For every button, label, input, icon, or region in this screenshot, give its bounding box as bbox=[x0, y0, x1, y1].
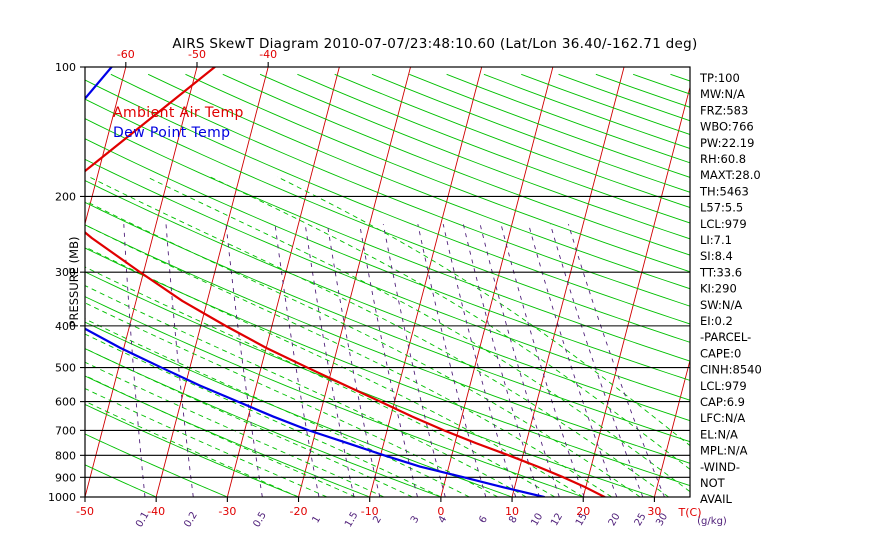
pressure-tick-label: 400 bbox=[55, 320, 76, 333]
parameter-item: -PARCEL- bbox=[700, 330, 751, 344]
mixing-ratio-tick-label: 1 bbox=[310, 514, 323, 525]
parameter-item: RH:60.8 bbox=[700, 152, 746, 166]
parameter-item: LFC:N/A bbox=[700, 411, 745, 425]
parameter-item: -WIND- bbox=[700, 460, 740, 474]
parameter-item: MPL:N/A bbox=[700, 444, 748, 458]
mixing-ratio-tick-label: 3 bbox=[409, 514, 422, 525]
pressure-tick-label: 200 bbox=[55, 190, 76, 203]
mixing-ratio-lines bbox=[123, 224, 665, 497]
dew-point-curve bbox=[85, 67, 546, 497]
bottom-temperature-tick-labels: -50 -40 -30 -20 -10 0 10 20 30 bbox=[76, 505, 661, 518]
chart-title: AIRS SkewT Diagram 2010-07-07/23:48:10.6… bbox=[172, 36, 697, 52]
mixing-ratio-tick-label: 12 bbox=[549, 511, 565, 528]
parameter-item: PW:22.19 bbox=[700, 136, 754, 150]
parameter-item: WBO:766 bbox=[700, 120, 754, 134]
mixing-ratio-axis-title: (g/kg) bbox=[697, 516, 727, 527]
bottom-temperature-tick-label: -40 bbox=[147, 505, 165, 518]
mixing-ratio-tick-label: 1.5 bbox=[343, 510, 360, 529]
mixing-ratio-tick-label: 8 bbox=[507, 514, 520, 525]
pressure-tick-label: 1000 bbox=[48, 491, 76, 504]
parameter-item: L57:5.5 bbox=[700, 201, 743, 215]
pressure-tick-label: 700 bbox=[55, 424, 76, 437]
mixing-ratio-tick-label: 0.5 bbox=[251, 510, 268, 529]
bottom-temperature-tick-label: 10 bbox=[505, 505, 519, 518]
parameter-item: FRZ:583 bbox=[700, 103, 748, 117]
legend-ambient-air-temp: Ambient Air Temp bbox=[113, 105, 244, 121]
parameter-item: TT:33.6 bbox=[699, 265, 742, 279]
bottom-temperature-tick-label: 20 bbox=[576, 505, 590, 518]
bottom-temperature-tick-label: -30 bbox=[218, 505, 236, 518]
pressure-tick-label: 500 bbox=[55, 362, 76, 375]
plot-frame bbox=[84, 66, 691, 498]
pressure-tick-label: 100 bbox=[55, 61, 76, 74]
parameter-item: MW:N/A bbox=[700, 87, 745, 101]
mixing-ratio-tick-label: 6 bbox=[477, 514, 490, 525]
pressure-tick-label: 300 bbox=[55, 266, 76, 279]
legend-dew-point-temp: Dew Point Temp bbox=[113, 125, 230, 141]
parameter-item: SI:8.4 bbox=[700, 249, 733, 263]
parameter-item: TP:100 bbox=[699, 71, 740, 85]
parameter-item: KI:290 bbox=[700, 282, 737, 296]
parameter-item: LCL:979 bbox=[700, 379, 747, 393]
bottom-temperature-tick-label: 0 bbox=[437, 505, 444, 518]
mixing-ratio-tick-label: 4 bbox=[437, 514, 450, 525]
top-temperature-tick-label: -40 bbox=[259, 48, 277, 61]
parameter-item: EL:N/A bbox=[700, 427, 738, 441]
ambient-temp-curve bbox=[85, 67, 606, 497]
moist-adiabat-lines bbox=[85, 176, 690, 497]
parameter-item: SW:N/A bbox=[700, 298, 742, 312]
top-temperature-tick-label: -60 bbox=[117, 48, 135, 61]
parameter-item: EI:0.2 bbox=[700, 314, 733, 328]
pressure-tick-label: 600 bbox=[55, 396, 76, 409]
bottom-temperature-tick-label: -20 bbox=[290, 505, 308, 518]
top-temperature-tick-labels: -60 -50 -40 bbox=[117, 48, 277, 61]
parameter-item: MAXT:28.0 bbox=[700, 168, 761, 182]
pressure-axis-title: PRESSURE (MB) bbox=[67, 237, 81, 328]
parameter-readout-panel: TP:100 MW:N/A FRZ:583 WBO:766 PW:22.19 RH:60.… bbox=[699, 71, 762, 506]
parameter-item: CINH:8540 bbox=[700, 363, 762, 377]
pressure-tick-label: 800 bbox=[55, 449, 76, 462]
mixing-ratio-tick-label: 25 bbox=[633, 511, 649, 528]
pressure-tick-label: 900 bbox=[55, 471, 76, 484]
pressure-tick-labels: 100 200 300 400 500 600 700 800 900 1000 bbox=[48, 61, 76, 504]
mixing-ratio-tick-label: 10 bbox=[529, 511, 545, 528]
mixing-ratio-tick-label: 2 bbox=[371, 514, 384, 525]
parameter-item: NOT bbox=[700, 476, 726, 490]
top-temperature-tick-label: -50 bbox=[188, 48, 206, 61]
parameter-item: CAP:6.9 bbox=[700, 395, 745, 409]
bottom-temperature-tick-label: -50 bbox=[76, 505, 94, 518]
parameter-item: LI:7.1 bbox=[700, 233, 732, 247]
mixing-ratio-tick-label: 20 bbox=[607, 511, 623, 528]
axis-ticks bbox=[80, 62, 655, 502]
parameter-item: TH:5463 bbox=[699, 184, 749, 198]
bottom-temperature-tick-label: -10 bbox=[361, 505, 379, 518]
temperature-axis-title: T(C) bbox=[678, 506, 702, 519]
parameter-item: CAPE:0 bbox=[700, 346, 741, 360]
parameter-item: AVAIL bbox=[700, 492, 733, 506]
mixing-ratio-tick-label: 0.2 bbox=[182, 510, 199, 529]
parameter-item: LCL:979 bbox=[700, 217, 747, 231]
isobar-lines bbox=[85, 67, 690, 497]
bottom-temperature-tick-label: 30 bbox=[647, 505, 661, 518]
